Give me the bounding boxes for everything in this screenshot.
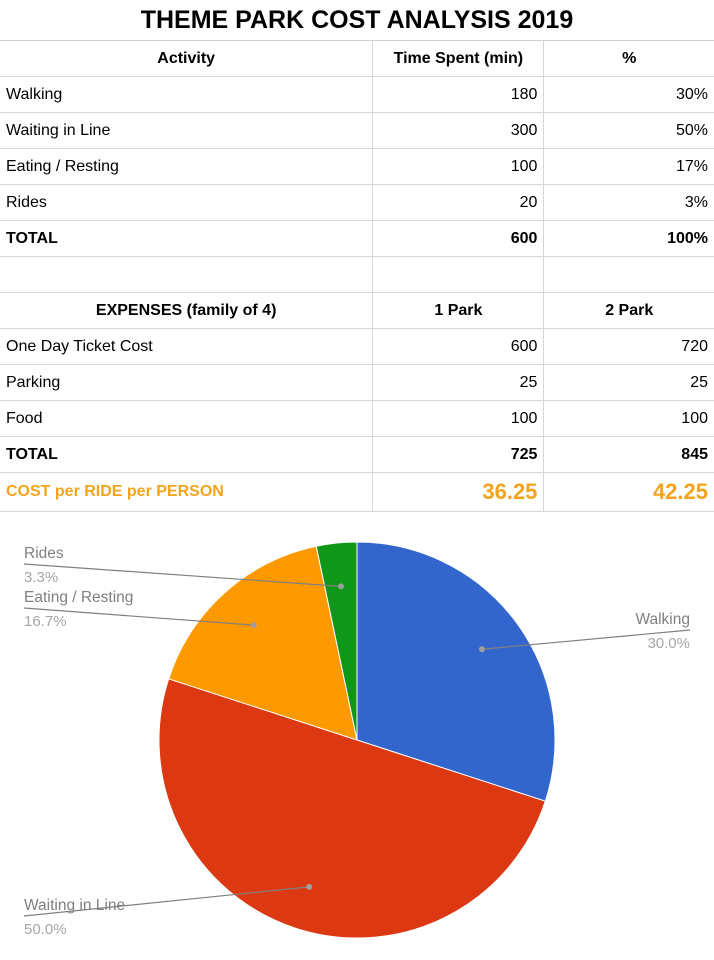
slice-label: Walking	[635, 611, 690, 628]
empty-cell[interactable]	[372, 256, 545, 293]
header-percent[interactable]: %	[543, 41, 714, 77]
slice-percent-label: 3.3%	[24, 569, 58, 586]
header-two-park[interactable]: 2 Park	[543, 292, 714, 329]
table-row: Walking 180 30%	[0, 76, 714, 113]
leader-dot	[306, 883, 313, 890]
header-expenses[interactable]: EXPENSES (family of 4)	[0, 292, 374, 329]
pie-slice-rides[interactable]	[315, 541, 358, 741]
slice-percent-label: 50.0%	[24, 921, 67, 938]
expense-header-row: EXPENSES (family of 4) 1 Park 2 Park	[0, 292, 714, 329]
slice-label: Eating / Resting	[24, 589, 133, 606]
table-row: Waiting in Line 300 50%	[0, 112, 714, 149]
activity-cell[interactable]: Eating / Resting	[0, 148, 374, 185]
time-pie-chart[interactable]: Walking 30.0% Waiting in Line 50.0% Eating /…	[0, 520, 714, 960]
pie-slice-walking[interactable]	[356, 541, 556, 802]
header-one-park[interactable]: 1 Park	[372, 292, 545, 329]
cost-per-ride-label[interactable]: COST per RIDE per PERSON	[0, 472, 374, 512]
two-park-cell[interactable]: 720	[543, 328, 714, 365]
time-cell[interactable]: 180	[372, 76, 545, 113]
header-time-spent[interactable]: Time Spent (min)	[372, 41, 545, 77]
pie-slice-eating-resting[interactable]	[168, 545, 358, 741]
pie-slice-waiting-in-line[interactable]	[158, 678, 546, 939]
expense-cell[interactable]: One Day Ticket Cost	[0, 328, 374, 365]
time-total-row: TOTAL 600 100%	[0, 220, 714, 257]
leader-line	[23, 886, 310, 917]
percent-cell[interactable]: 3%	[543, 184, 714, 221]
table-row: Parking 25 25	[0, 364, 714, 401]
expense-cell[interactable]: Food	[0, 400, 374, 437]
total-label-cell[interactable]: TOTAL	[0, 436, 374, 473]
cost-per-ride-row: COST per RIDE per PERSON 36.25 42.25	[0, 472, 714, 512]
time-cell[interactable]: 100	[372, 148, 545, 185]
activity-cell[interactable]: Walking	[0, 76, 374, 113]
one-park-cell[interactable]: 600	[372, 328, 545, 365]
two-park-cell[interactable]: 100	[543, 400, 714, 437]
percent-cell[interactable]: 30%	[543, 76, 714, 113]
cost-per-ride-one-park[interactable]: 36.25	[372, 472, 545, 512]
leader-dot	[250, 622, 257, 629]
activity-cell[interactable]: Rides	[0, 184, 374, 221]
slice-percent-label: 30.0%	[647, 635, 690, 652]
leader-line	[23, 563, 342, 587]
time-header-row: Activity Time Spent (min) %	[0, 41, 714, 77]
activity-cell[interactable]: Waiting in Line	[0, 112, 374, 149]
table-row: Eating / Resting 100 17%	[0, 148, 714, 185]
slice-label: Rides	[24, 545, 64, 562]
one-park-cell[interactable]: 100	[372, 400, 545, 437]
time-cell[interactable]: 300	[372, 112, 545, 149]
leader-line	[23, 607, 254, 626]
table-row: One Day Ticket Cost 600 720	[0, 328, 714, 365]
sheet-title: THEME PARK COST ANALYSIS 2019	[0, 0, 714, 41]
cost-analysis-table: Activity Time Spent (min) % Walking 180 …	[0, 41, 714, 512]
total-label-cell[interactable]: TOTAL	[0, 220, 374, 257]
table-row: Rides 20 3%	[0, 184, 714, 221]
total-one-park-cell[interactable]: 725	[372, 436, 545, 473]
one-park-cell[interactable]: 25	[372, 364, 545, 401]
cost-per-ride-two-park[interactable]: 42.25	[543, 472, 714, 512]
percent-cell[interactable]: 50%	[543, 112, 714, 149]
leader-dot	[478, 646, 485, 653]
slice-percent-label: 16.7%	[24, 613, 67, 630]
total-percent-cell[interactable]: 100%	[543, 220, 714, 257]
leader-dot	[338, 583, 345, 590]
empty-row	[0, 256, 714, 293]
leader-line	[481, 629, 691, 650]
total-two-park-cell[interactable]: 845	[543, 436, 714, 473]
slice-label: Waiting in Line	[24, 897, 125, 914]
two-park-cell[interactable]: 25	[543, 364, 714, 401]
empty-cell[interactable]	[0, 256, 374, 293]
table-row: Food 100 100	[0, 400, 714, 437]
percent-cell[interactable]: 17%	[543, 148, 714, 185]
expense-total-row: TOTAL 725 845	[0, 436, 714, 473]
header-activity[interactable]: Activity	[0, 41, 374, 77]
empty-cell[interactable]	[543, 256, 714, 293]
time-cell[interactable]: 20	[372, 184, 545, 221]
total-time-cell[interactable]: 600	[372, 220, 545, 257]
expense-cell[interactable]: Parking	[0, 364, 374, 401]
pie-chart-svg: Walking 30.0% Waiting in Line 50.0% Eating /…	[23, 541, 691, 939]
